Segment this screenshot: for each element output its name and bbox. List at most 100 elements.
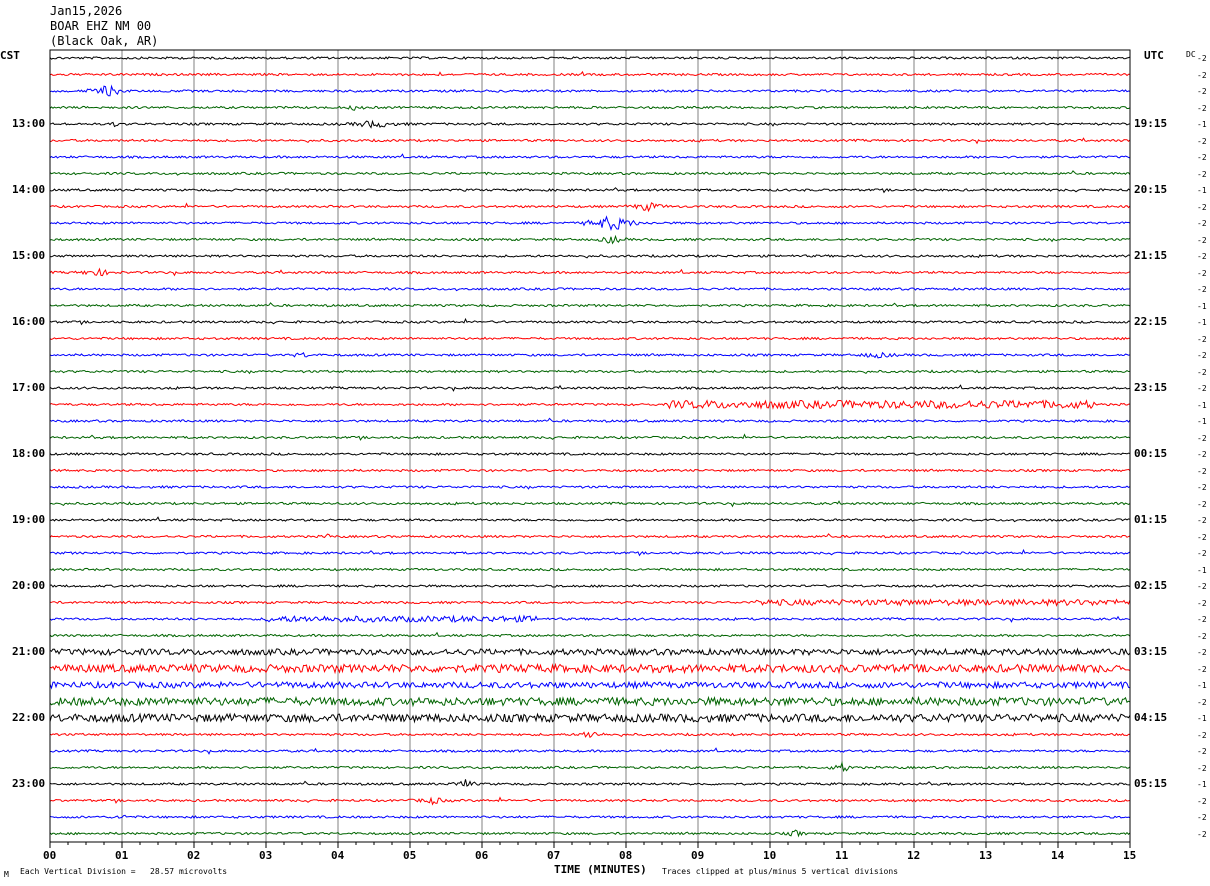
dc-offset-label: -2 <box>1197 730 1207 740</box>
dc-offset-label: -1 <box>1197 565 1207 575</box>
chart-station: BOAR EHZ NM 00 <box>50 19 152 33</box>
plot-frame <box>49 49 1131 843</box>
trace-line-2 <box>49 84 1131 97</box>
right-hour-label: 00:15 <box>1134 447 1168 460</box>
right-hour-label: 01:15 <box>1134 513 1168 526</box>
seismic-traces <box>49 56 1131 838</box>
trace-line-18 <box>49 351 1131 359</box>
dc-offset-label: -2 <box>1197 351 1207 360</box>
dc-offset-label: -2 <box>1197 829 1207 839</box>
trace-line-0 <box>49 56 1131 60</box>
trace-line-38 <box>49 680 1131 690</box>
trace-line-12 <box>49 253 1131 259</box>
x-tick-label: 14 <box>1051 849 1065 862</box>
dc-offset-label: -2 <box>1197 285 1207 294</box>
dc-offset-label: -2 <box>1197 103 1207 113</box>
x-tick-label: 09 <box>691 849 705 862</box>
left-axis-title: CST <box>0 49 20 62</box>
trace-line-29 <box>49 533 1131 539</box>
dc-offset-label: -2 <box>1197 483 1207 492</box>
dc-offset-label: -2 <box>1197 532 1207 542</box>
dc-offset-label: -1 <box>1197 714 1207 723</box>
trace-line-14 <box>49 287 1131 292</box>
dc-offset-label: -2 <box>1197 219 1207 228</box>
trace-line-22 <box>49 417 1131 423</box>
dc-offset-label: -2 <box>1197 747 1207 756</box>
right-hour-label: 21:15 <box>1134 249 1168 262</box>
left-hour-label: 21:00 <box>12 645 46 658</box>
trace-line-25 <box>49 468 1131 473</box>
trace-line-19 <box>49 369 1131 375</box>
trace-line-13 <box>49 267 1131 277</box>
trace-line-4 <box>49 119 1131 129</box>
x-tick-label: 04 <box>331 849 345 862</box>
left-hour-label: 15:00 <box>12 249 46 262</box>
chart-date: Jan15,2026 <box>50 4 123 18</box>
left-hour-label: 20:00 <box>12 579 46 592</box>
trace-line-9 <box>49 202 1131 213</box>
dc-offset-label: -2 <box>1197 648 1207 657</box>
x-tick-label: 07 <box>547 849 561 862</box>
dc-offset-label: -2 <box>1197 697 1207 707</box>
trace-line-7 <box>49 170 1131 176</box>
trace-line-43 <box>49 760 1131 773</box>
x-tick-label: 03 <box>259 849 273 862</box>
dc-offset-label: -1 <box>1197 120 1207 129</box>
dc-offset-label: -2 <box>1197 763 1207 773</box>
trace-line-33 <box>49 598 1131 608</box>
trace-line-31 <box>49 567 1131 572</box>
right-hour-label: 02:15 <box>1134 579 1168 592</box>
trace-line-44 <box>49 779 1130 787</box>
dc-offset-label: -2 <box>1197 549 1207 558</box>
trace-line-30 <box>49 548 1131 557</box>
x-tick-label: 15 <box>1123 849 1137 862</box>
chart-location: (Black Oak, AR) <box>50 34 159 48</box>
dc-offset-label: -1 <box>1197 417 1207 426</box>
trace-line-35 <box>49 631 1131 638</box>
dc-offset-label: -2 <box>1197 813 1207 822</box>
dc-offset-label: -2 <box>1197 169 1207 179</box>
trace-line-28 <box>49 516 1131 523</box>
x-tick-label: 11 <box>835 849 849 862</box>
trace-line-6 <box>49 153 1131 159</box>
dc-offset-label: -2 <box>1197 450 1207 459</box>
dc-offset-label: -2 <box>1197 268 1207 278</box>
right-hour-label: 19:15 <box>1134 117 1168 130</box>
trace-line-37 <box>49 662 1131 675</box>
x-tick-label: 13 <box>979 849 993 862</box>
trace-line-42 <box>49 747 1131 755</box>
right-hour-label: 23:15 <box>1134 381 1168 394</box>
trace-line-36 <box>49 647 1131 657</box>
dc-offset-label: -2 <box>1197 433 1207 443</box>
x-tick-label: 00 <box>43 849 57 862</box>
trace-line-34 <box>49 614 1131 623</box>
left-hour-label: 18:00 <box>12 447 46 460</box>
dc-offset-label: -1 <box>1197 301 1207 311</box>
x-tick-label: 12 <box>907 849 921 862</box>
right-axis-title: UTC <box>1144 49 1164 62</box>
grid-lines <box>121 50 1059 842</box>
clip-note: Traces clipped at plus/minus 5 vertical … <box>662 867 899 876</box>
dc-offset-label: -2 <box>1197 796 1207 806</box>
dc-offset-label: -2 <box>1197 202 1207 212</box>
dc-offset-label: -1 <box>1197 400 1207 410</box>
scale-note: Each Vertical Division = 28.57 microvolt… <box>20 867 228 876</box>
dc-offset-label: -2 <box>1197 384 1207 393</box>
left-hour-label: 16:00 <box>12 315 46 328</box>
trace-line-23 <box>49 433 1131 441</box>
trace-line-41 <box>49 731 1131 739</box>
dc-offset-label: -2 <box>1197 664 1207 674</box>
right-hour-label: 04:15 <box>1134 711 1168 724</box>
trace-line-3 <box>49 104 1131 111</box>
trace-line-40 <box>49 712 1131 724</box>
x-axis-title: TIME (MINUTES) <box>554 863 647 876</box>
trace-line-45 <box>49 796 1131 806</box>
trace-line-10 <box>49 215 1131 231</box>
right-hour-label: 03:15 <box>1134 645 1168 658</box>
dc-offset-label: -2 <box>1197 466 1207 476</box>
dc-offset-label: -2 <box>1197 516 1207 525</box>
dc-offset-label: -2 <box>1197 598 1207 608</box>
dc-offset-label: -1 <box>1197 186 1207 195</box>
left-hour-label: 19:00 <box>12 513 46 526</box>
